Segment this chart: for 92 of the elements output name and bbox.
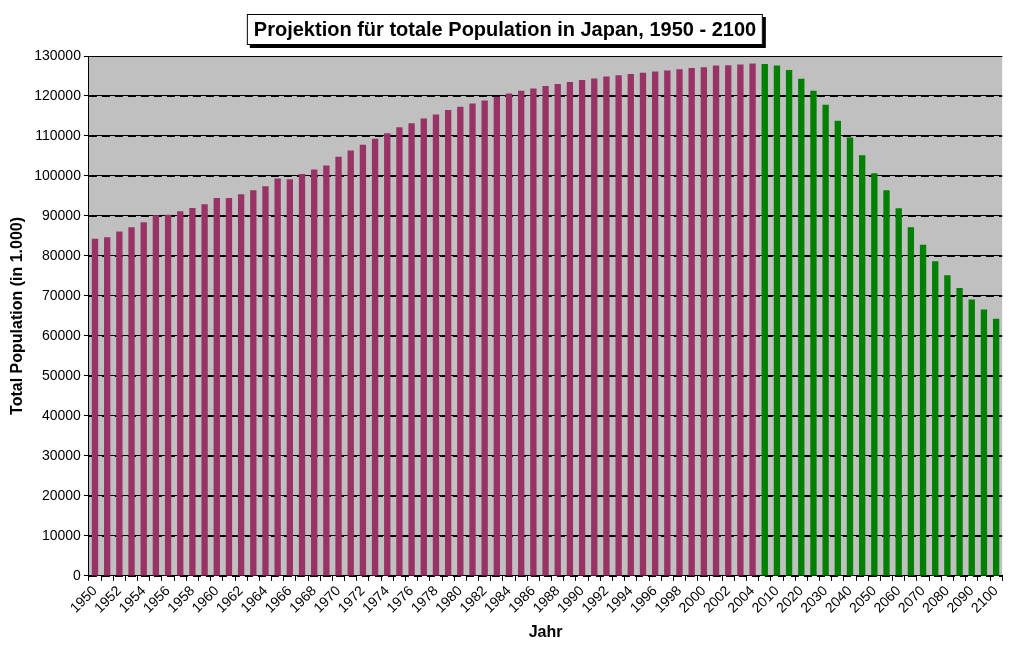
bar [274,178,281,576]
bar [761,64,768,576]
bar [311,169,318,576]
y-tick-label: 100000 [34,166,82,183]
bar [225,197,233,576]
bar [932,261,939,576]
bar [554,84,561,576]
bar [846,137,854,576]
bar [396,127,403,576]
bar [664,70,671,576]
bar [530,88,537,576]
x-axis-title: Jahr [528,622,563,640]
bar [992,318,1000,576]
bar [201,204,208,576]
bar [189,207,196,576]
y-tick-label: 80000 [41,246,82,263]
y-tick-label: 70000 [41,286,82,303]
bar [700,67,708,576]
bar [457,106,464,576]
bar [858,155,866,576]
bar [237,194,245,576]
y-tick-label: 130000 [34,46,82,63]
bar [493,96,501,576]
bar [712,65,720,576]
bar [591,78,598,576]
bar [895,208,902,576]
bar [688,68,695,576]
y-tick-label: 20000 [41,486,82,503]
bar [578,80,586,576]
bar [822,104,829,576]
bar [323,165,330,576]
y-tick-label: 110000 [35,126,82,143]
bar [542,85,549,576]
bar [785,70,793,576]
bar [371,138,379,576]
bar [384,133,391,576]
bar [956,287,963,576]
bar [651,71,659,576]
bar [432,114,440,576]
bar [286,179,293,576]
bar [420,118,427,576]
y-tick-label: 90000 [41,206,82,223]
bar [116,231,123,576]
bar [104,237,111,576]
bar [615,75,622,576]
bar [834,120,841,576]
bar [676,69,683,576]
bar [773,65,781,576]
bar [968,299,975,576]
y-tick-label: 120000 [34,86,82,103]
bar [91,238,99,576]
bar [152,215,160,576]
bar [347,150,354,576]
bar [444,109,452,576]
y-tick-label: 0 [73,566,82,583]
bar [250,190,257,576]
bar [262,186,269,576]
bar [177,211,184,576]
bar [627,74,634,576]
bar [810,90,817,576]
bar [883,190,890,576]
bar [518,90,525,576]
y-axis-title: Total Population (in 1.000) [8,216,26,415]
bar [919,244,927,576]
bar [907,227,915,576]
y-tick-label: 10000 [41,526,82,543]
bar [298,173,306,576]
y-tick-label: 30000 [41,446,82,463]
bar [359,144,367,576]
chart-title: Projektion für totale Population in Japan, 1950 - 2100 [246,14,764,45]
y-tick-label: 60000 [41,326,82,343]
bar [481,100,488,576]
y-tick-label: 50000 [41,366,82,383]
bar [140,222,147,576]
bar [798,78,805,576]
bar [871,173,878,576]
bar [749,63,756,576]
bar [128,227,135,576]
bar [980,309,988,576]
bar [603,76,610,576]
bar [505,93,513,576]
bar [566,82,574,576]
bar [164,214,172,576]
bar [725,65,732,576]
bar [213,197,220,576]
y-tick-label: 40000 [41,406,82,423]
bar [408,123,415,576]
bar [737,64,744,576]
bar [944,275,951,576]
bar [639,72,647,576]
bar [469,103,476,576]
bar [335,156,342,576]
